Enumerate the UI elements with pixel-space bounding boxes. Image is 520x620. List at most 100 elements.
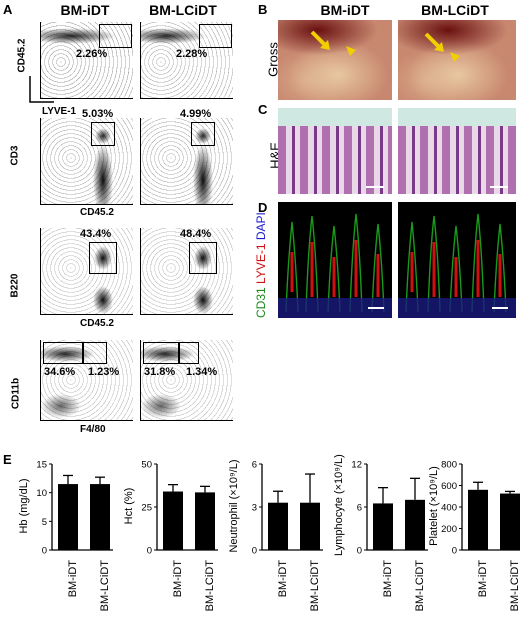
gate-box <box>99 24 132 48</box>
category-label: BM-LCiDT <box>509 560 520 612</box>
y-tick-label: 50 <box>141 460 152 471</box>
label-dapi: DAPI <box>254 212 268 241</box>
scale-bar <box>366 186 384 188</box>
flow-dots <box>41 22 133 98</box>
bar-chart: Hct (%) 0 25 50 BM-iDT BM-LCiDT <box>123 452 218 615</box>
flow-plot-lyve1-bm-lcidt <box>140 22 233 99</box>
y-tick-label: 200 <box>441 524 457 535</box>
flow-plot-cd11b-bm-lcidt <box>140 340 233 421</box>
gate-box <box>199 24 232 48</box>
he-image-bm-lcidt <box>398 108 516 194</box>
bar <box>300 502 320 550</box>
panel-letter-e: E <box>3 452 12 467</box>
column-header-bm-idt: BM-iDT <box>60 2 110 18</box>
scale-bar <box>490 186 508 188</box>
percent-label: 48.4% <box>180 228 212 240</box>
flow-plot-lyve1-bm-idt <box>40 22 133 99</box>
gross-photo-bm-lcidt <box>398 20 516 100</box>
bar <box>468 489 488 550</box>
bar <box>500 493 520 550</box>
axis-label-x: CD45.2 <box>80 207 114 218</box>
gate-box <box>143 342 179 364</box>
bar <box>405 499 425 550</box>
flow-dots <box>141 228 233 314</box>
gross-photo-bm-idt <box>278 20 392 100</box>
y-tick-label: 0 <box>252 546 257 557</box>
flow-plot-cd3-bm-idt <box>40 118 133 205</box>
percent-label: 34.6% <box>44 366 76 378</box>
row-label-d: CD31 LYVE-1 DAPI <box>254 212 268 318</box>
flow-dots <box>41 228 133 314</box>
percent-label: 2.26% <box>76 48 108 60</box>
flow-dots <box>41 118 133 204</box>
y-tick-label: 0 <box>452 546 457 557</box>
axis-label-y: CD11b <box>10 377 22 410</box>
y-tick-label: 6 <box>252 460 257 471</box>
category-label: BM-iDT <box>382 560 394 598</box>
bar-chart: Hb (mg/dL) 0 5 10 15 BM-iDT BM-LCiDT <box>18 452 113 615</box>
bar <box>195 492 215 550</box>
gate-box <box>91 122 115 146</box>
y-tick-label: 800 <box>441 460 457 471</box>
villi-drawing <box>398 213 516 318</box>
flow-dots <box>141 118 233 204</box>
flow-plot-b220-bm-idt <box>40 228 133 315</box>
axis-label-x: CD45.2 <box>80 318 114 329</box>
y-tick-label: 3 <box>252 503 257 514</box>
bar <box>373 503 393 550</box>
y-tick-label: 0 <box>357 546 362 557</box>
flow-plot-cd3-bm-lcidt <box>140 118 233 205</box>
category-label: BM-LCiDT <box>309 560 321 612</box>
lumen-area <box>398 108 516 126</box>
gate-box <box>189 242 217 274</box>
fluorescence-image-bm-lcidt <box>398 202 516 318</box>
bar-chart: Neutrophil (×10⁹/L) 0 3 6 BM-iDT BM-LCiDT <box>228 452 323 615</box>
percent-label: 31.8% <box>144 366 176 378</box>
panel-letter-b: B <box>258 2 268 17</box>
category-label: BM-LCiDT <box>204 560 216 612</box>
category-label: BM-iDT <box>172 560 184 598</box>
bar-charts-panel: Hb (mg/dL) 0 5 10 15 BM-iDT BM-LCiDT Hct (%) 0 25… <box>0 452 520 615</box>
axis-label-y: B220 <box>9 273 21 298</box>
y-tick-label: 5 <box>42 517 47 528</box>
bar <box>268 502 288 550</box>
label-lyve1: LYVE-1 <box>254 243 268 284</box>
panel-letter-c: C <box>258 102 268 117</box>
flow-plot-cd11b-bm-idt <box>40 340 133 421</box>
category-label: BM-LCiDT <box>99 560 111 612</box>
column-header-bm-idt-b: BM-iDT <box>320 2 370 18</box>
percent-label: 43.4% <box>80 228 112 240</box>
percent-label: 1.34% <box>186 366 218 378</box>
bar <box>58 484 78 550</box>
percent-label: 4.99% <box>180 108 212 120</box>
chart-svg: 0 3 6 <box>252 460 323 557</box>
y-tick-label: 10 <box>36 488 47 499</box>
column-header-bm-lcidt-b: BM-LCiDT <box>421 2 489 18</box>
flow-plot-b220-bm-lcidt <box>140 228 233 315</box>
bar <box>90 484 110 550</box>
lumen-area <box>278 108 392 126</box>
chart-svg: 0 200 400 600 800 <box>441 460 520 557</box>
category-label: BM-iDT <box>67 560 79 598</box>
y-tick-label: 15 <box>36 460 47 471</box>
flow-dots <box>141 340 233 420</box>
gate-box <box>179 342 199 364</box>
arrow-icon <box>424 32 444 52</box>
y-tick-label: 0 <box>42 546 47 557</box>
percent-label: 2.28% <box>176 48 208 60</box>
column-header-bm-lcidt: BM-LCiDT <box>149 2 217 18</box>
axis-label-x: LYVE-1 <box>42 106 77 117</box>
he-image-bm-idt <box>278 108 392 194</box>
chart-svg: 0 25 50 <box>141 460 218 557</box>
y-tick-label: 6 <box>357 503 362 514</box>
bar-chart: Platelet (×10⁹/L) 0 200 400 600 800 BM-iDT BM-L… <box>428 452 520 615</box>
bar-chart: Lymphocyte (×10⁹/L) 0 6 12 BM-iDT BM-LCiDT <box>333 452 428 615</box>
panel-letter-d: D <box>258 200 268 215</box>
gate-box <box>191 122 215 146</box>
bar <box>163 491 183 550</box>
axis-label-x: F4/80 <box>80 424 106 435</box>
arrow-icon <box>310 30 330 50</box>
y-tick-label: 0 <box>147 546 152 557</box>
chart-svg: 0 6 12 <box>351 460 428 557</box>
percent-label: 1.23% <box>88 366 120 378</box>
